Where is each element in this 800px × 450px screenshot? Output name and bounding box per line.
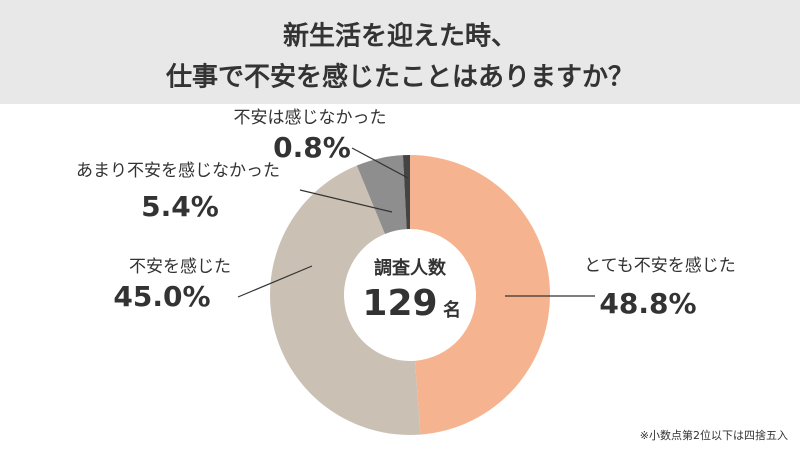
category-label: あまり不安を感じなかった <box>76 161 280 181</box>
value-label: 5.4% <box>141 190 219 223</box>
category-label: 不安は感じなかった <box>234 108 387 128</box>
value-label: 48.8% <box>599 287 696 320</box>
category-label: 不安を感じた <box>129 257 231 277</box>
center-label: 調査人数 <box>374 257 447 279</box>
leader-line <box>237 265 313 298</box>
footnote: ※小数点第2位以下は四捨五入 <box>640 428 788 442</box>
value-label: 45.0% <box>113 280 210 313</box>
total-value: 129 <box>362 283 437 324</box>
value-label: 0.8% <box>273 131 351 164</box>
donut-segment <box>402 155 410 230</box>
chart-title: 仕事で不安を感じたことはありますか？ <box>165 63 634 93</box>
total-unit: 名 <box>443 299 461 321</box>
header-band <box>0 0 800 104</box>
leader-line <box>299 189 393 213</box>
donut-segment <box>356 155 407 234</box>
category-label: とても不安を感じた <box>584 256 736 276</box>
leader-line <box>351 147 409 179</box>
chart-title: 新生活を迎えた時、 <box>283 21 517 52</box>
donut-segment <box>270 165 421 435</box>
donut-segment <box>410 155 551 435</box>
